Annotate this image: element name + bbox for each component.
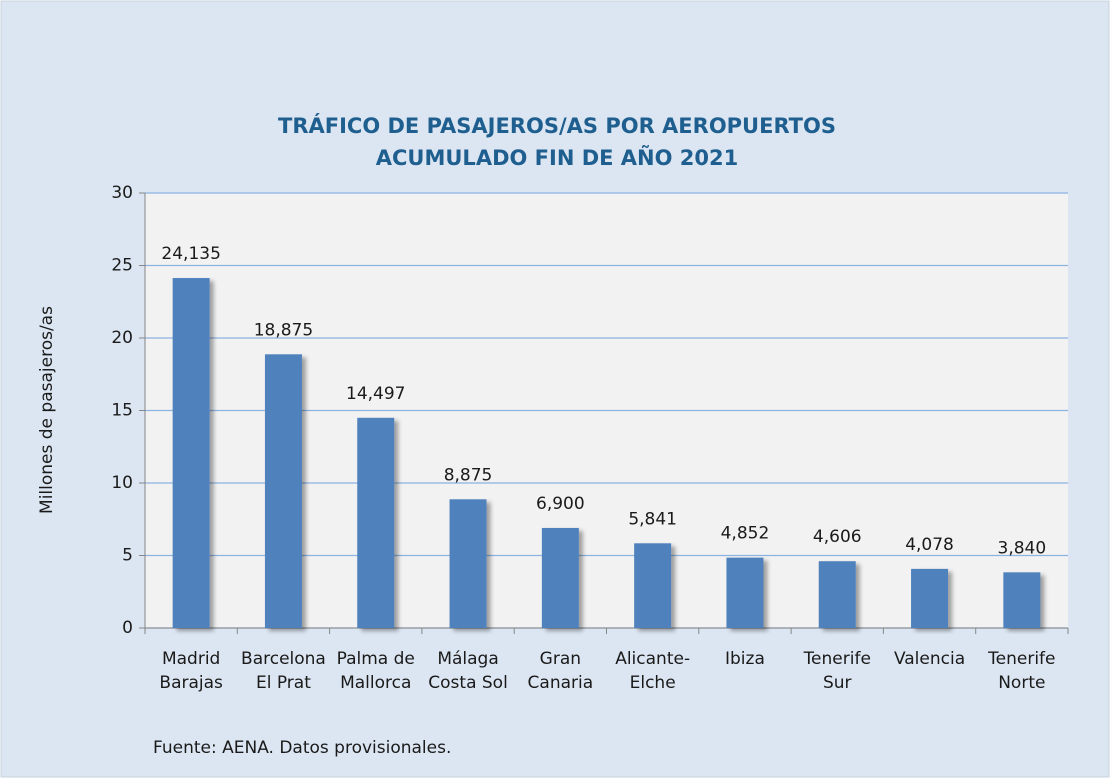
x-tick-label: Barajas: [159, 673, 223, 693]
x-tick-label: Canaria: [528, 673, 594, 693]
x-tick-label: Mallorca: [340, 673, 411, 693]
bar: [172, 278, 210, 628]
chart-title: ACUMULADO FIN DE AÑO 2021: [376, 145, 738, 170]
bar: [541, 527, 579, 628]
bar: [357, 417, 395, 628]
bar: [818, 561, 856, 628]
bar: [726, 557, 764, 628]
x-tick-label: Sur: [823, 673, 852, 693]
bar: [634, 543, 672, 628]
bar: [1003, 572, 1041, 628]
x-tick-label: Gran: [540, 649, 581, 669]
bar: [449, 499, 487, 628]
y-tick-label: 10: [111, 473, 133, 493]
bar: [264, 354, 302, 628]
data-label: 6,900: [536, 494, 585, 514]
x-tick-label: Costa Sol: [428, 673, 508, 693]
x-tick-label: Palma de: [337, 649, 415, 669]
y-axis-label: Millones de pasajeros/as: [37, 306, 57, 514]
x-tick-label: Tenerife: [987, 649, 1055, 669]
x-tick-label: Madrid: [162, 649, 220, 669]
data-label: 5,841: [628, 509, 677, 529]
x-tick-label: Tenerife: [803, 649, 871, 669]
source-note: Fuente: AENA. Datos provisionales.: [153, 738, 451, 758]
x-tick-label: Ibiza: [725, 649, 765, 669]
y-tick-label: 5: [122, 546, 133, 566]
data-label: 18,875: [254, 320, 313, 340]
data-label: 24,135: [161, 244, 220, 264]
data-label: 14,497: [346, 384, 405, 404]
y-tick-label: 15: [111, 401, 133, 421]
x-tick-label: Elche: [630, 673, 676, 693]
data-label: 4,078: [905, 535, 954, 555]
x-tick-label: Valencia: [894, 649, 965, 669]
x-tick-label: Málaga: [437, 649, 498, 669]
chart-title: TRÁFICO DE PASAJEROS/AS POR AEROPUERTOS: [278, 113, 836, 138]
y-tick-label: 0: [122, 618, 133, 638]
x-tick-label: El Prat: [256, 673, 311, 693]
data-label: 8,875: [444, 465, 493, 485]
x-tick-label: Barcelona: [241, 649, 326, 669]
data-label: 4,606: [813, 527, 862, 547]
y-tick-label: 25: [111, 256, 133, 276]
y-tick-label: 20: [111, 328, 133, 348]
x-tick-label: Norte: [998, 673, 1045, 693]
y-tick-label: 30: [111, 183, 133, 203]
data-label: 4,852: [721, 524, 770, 544]
bar: [911, 568, 949, 628]
data-label: 3,840: [998, 538, 1047, 558]
x-tick-label: Alicante-: [615, 649, 690, 669]
